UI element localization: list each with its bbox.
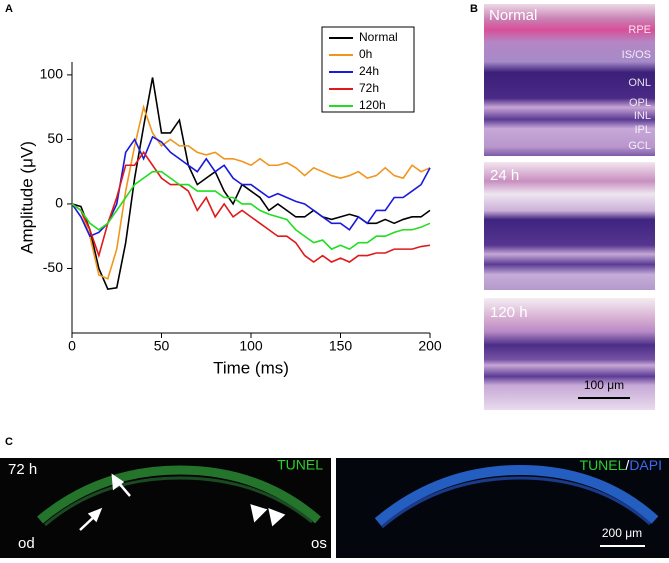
histology-image	[484, 162, 655, 290]
data-line	[71, 77, 431, 291]
image-label: 120 h	[490, 304, 528, 321]
x-tick-label: 200	[418, 338, 442, 354]
x-tick-label: 50	[154, 338, 170, 354]
x-tick-label: 150	[329, 338, 353, 354]
histology-image	[484, 4, 655, 156]
y-axis-label: Amplitude (μV)	[17, 141, 36, 254]
stain-label: TUNEL	[277, 457, 323, 473]
layer-label: RPE	[628, 24, 651, 36]
panel-label: C	[5, 436, 13, 448]
stain-label: TUNEL	[580, 457, 626, 473]
retina-section	[37, 465, 321, 524]
image-label: od	[18, 535, 35, 552]
legend-label: Normal	[359, 30, 398, 44]
layer-label: OPL	[629, 97, 651, 109]
layer-label: INL	[634, 110, 651, 122]
image-label: 24 h	[490, 167, 519, 184]
data-line	[71, 150, 431, 264]
legend-label: 0h	[359, 47, 372, 61]
y-tick-label: 0	[55, 195, 63, 211]
data-line	[71, 104, 431, 280]
line-chart: -50 0 50 100 0 50 100 150 200 Time (ms) Amplitude …	[17, 26, 442, 377]
layer-label: GCL	[628, 140, 651, 152]
x-tick-label: 0	[68, 338, 76, 354]
scale-bar-label: 200 μm	[602, 526, 642, 540]
legend-box	[321, 26, 415, 113]
data-line	[71, 135, 431, 238]
scale-bar-label: 100 μm	[584, 378, 624, 392]
legend-label: 24h	[359, 64, 379, 78]
data-line	[71, 170, 431, 251]
arrows	[79, 473, 286, 531]
image-label: Normal	[489, 7, 537, 24]
legend-label: 120h	[359, 98, 386, 112]
retina-section	[374, 464, 659, 526]
layer-label: ONL	[628, 77, 651, 89]
retina-section	[381, 476, 651, 529]
y-tick-label: -50	[43, 259, 63, 275]
panel-label: A	[5, 3, 13, 15]
layer-label: IS/OS	[622, 49, 651, 61]
layer-label: IPL	[634, 124, 651, 136]
image-label: os	[311, 535, 327, 552]
panel-label: B	[470, 3, 478, 15]
legend-label: 72h	[359, 81, 379, 95]
image-label: 72 h	[8, 461, 37, 478]
stain-label: DAPI	[629, 457, 662, 473]
y-tick-label: 100	[40, 66, 64, 82]
x-tick-label: 100	[239, 338, 263, 354]
stain-label: TUNEL/DAPI	[580, 457, 662, 473]
stain-separator: /	[625, 457, 629, 473]
retina-section	[44, 476, 313, 527]
y-tick-label: 50	[47, 130, 63, 146]
histology-image	[484, 298, 655, 410]
x-axis-label: Time (ms)	[213, 358, 289, 377]
